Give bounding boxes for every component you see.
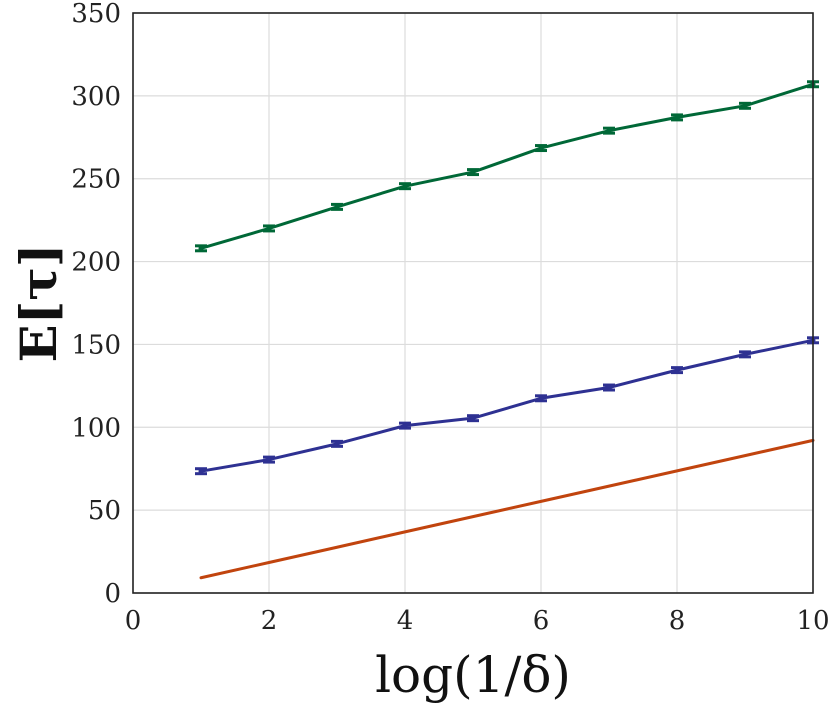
- green-series-line: [199, 82, 815, 250]
- orange-series: [199, 438, 815, 580]
- y-tick-label: 100: [71, 413, 121, 443]
- blue-series-point: [402, 423, 408, 429]
- x-tick-label: 10: [796, 606, 829, 636]
- green-series: [195, 80, 819, 253]
- y-tick-label: 300: [71, 82, 121, 112]
- green-series-point: [538, 145, 544, 151]
- grid: [132, 12, 814, 594]
- blue-series-line: [199, 338, 815, 473]
- green-series-point: [334, 204, 340, 210]
- green-series-point: [674, 114, 680, 120]
- y-tick-label: 200: [71, 248, 121, 278]
- x-axis-label: log(1/δ): [375, 646, 571, 704]
- blue-series-point: [266, 457, 272, 463]
- plot-frame: [132, 12, 814, 594]
- blue-series-point: [674, 367, 680, 373]
- x-tick-label: 0: [125, 606, 142, 636]
- green-series-point: [606, 128, 612, 134]
- green-series-point: [402, 183, 408, 189]
- blue-series: [195, 336, 819, 476]
- blue-series-point: [198, 468, 204, 474]
- x-tick-label: 8: [669, 606, 686, 636]
- y-tick-label: 350: [71, 0, 121, 29]
- orange-series-line: [199, 438, 815, 580]
- green-series-point: [266, 225, 272, 231]
- x-tick-label: 4: [397, 606, 414, 636]
- green-series-point: [470, 169, 476, 175]
- x-tick-label: 2: [261, 606, 278, 636]
- blue-series-point: [538, 395, 544, 401]
- blue-series-point: [606, 385, 612, 391]
- y-tick-label: 0: [104, 579, 121, 609]
- y-axis-label: E[τ]: [9, 243, 68, 362]
- y-tick-label: 50: [88, 496, 121, 526]
- y-tick-label: 250: [71, 165, 121, 195]
- green-series-point: [742, 103, 748, 109]
- x-tick-label: 6: [533, 606, 550, 636]
- blue-series-point: [470, 415, 476, 421]
- y-tick-label: 150: [71, 330, 121, 360]
- blue-series-point: [742, 351, 748, 357]
- series-layer: [195, 80, 819, 580]
- blue-series-point: [334, 441, 340, 447]
- green-series-point: [198, 245, 204, 251]
